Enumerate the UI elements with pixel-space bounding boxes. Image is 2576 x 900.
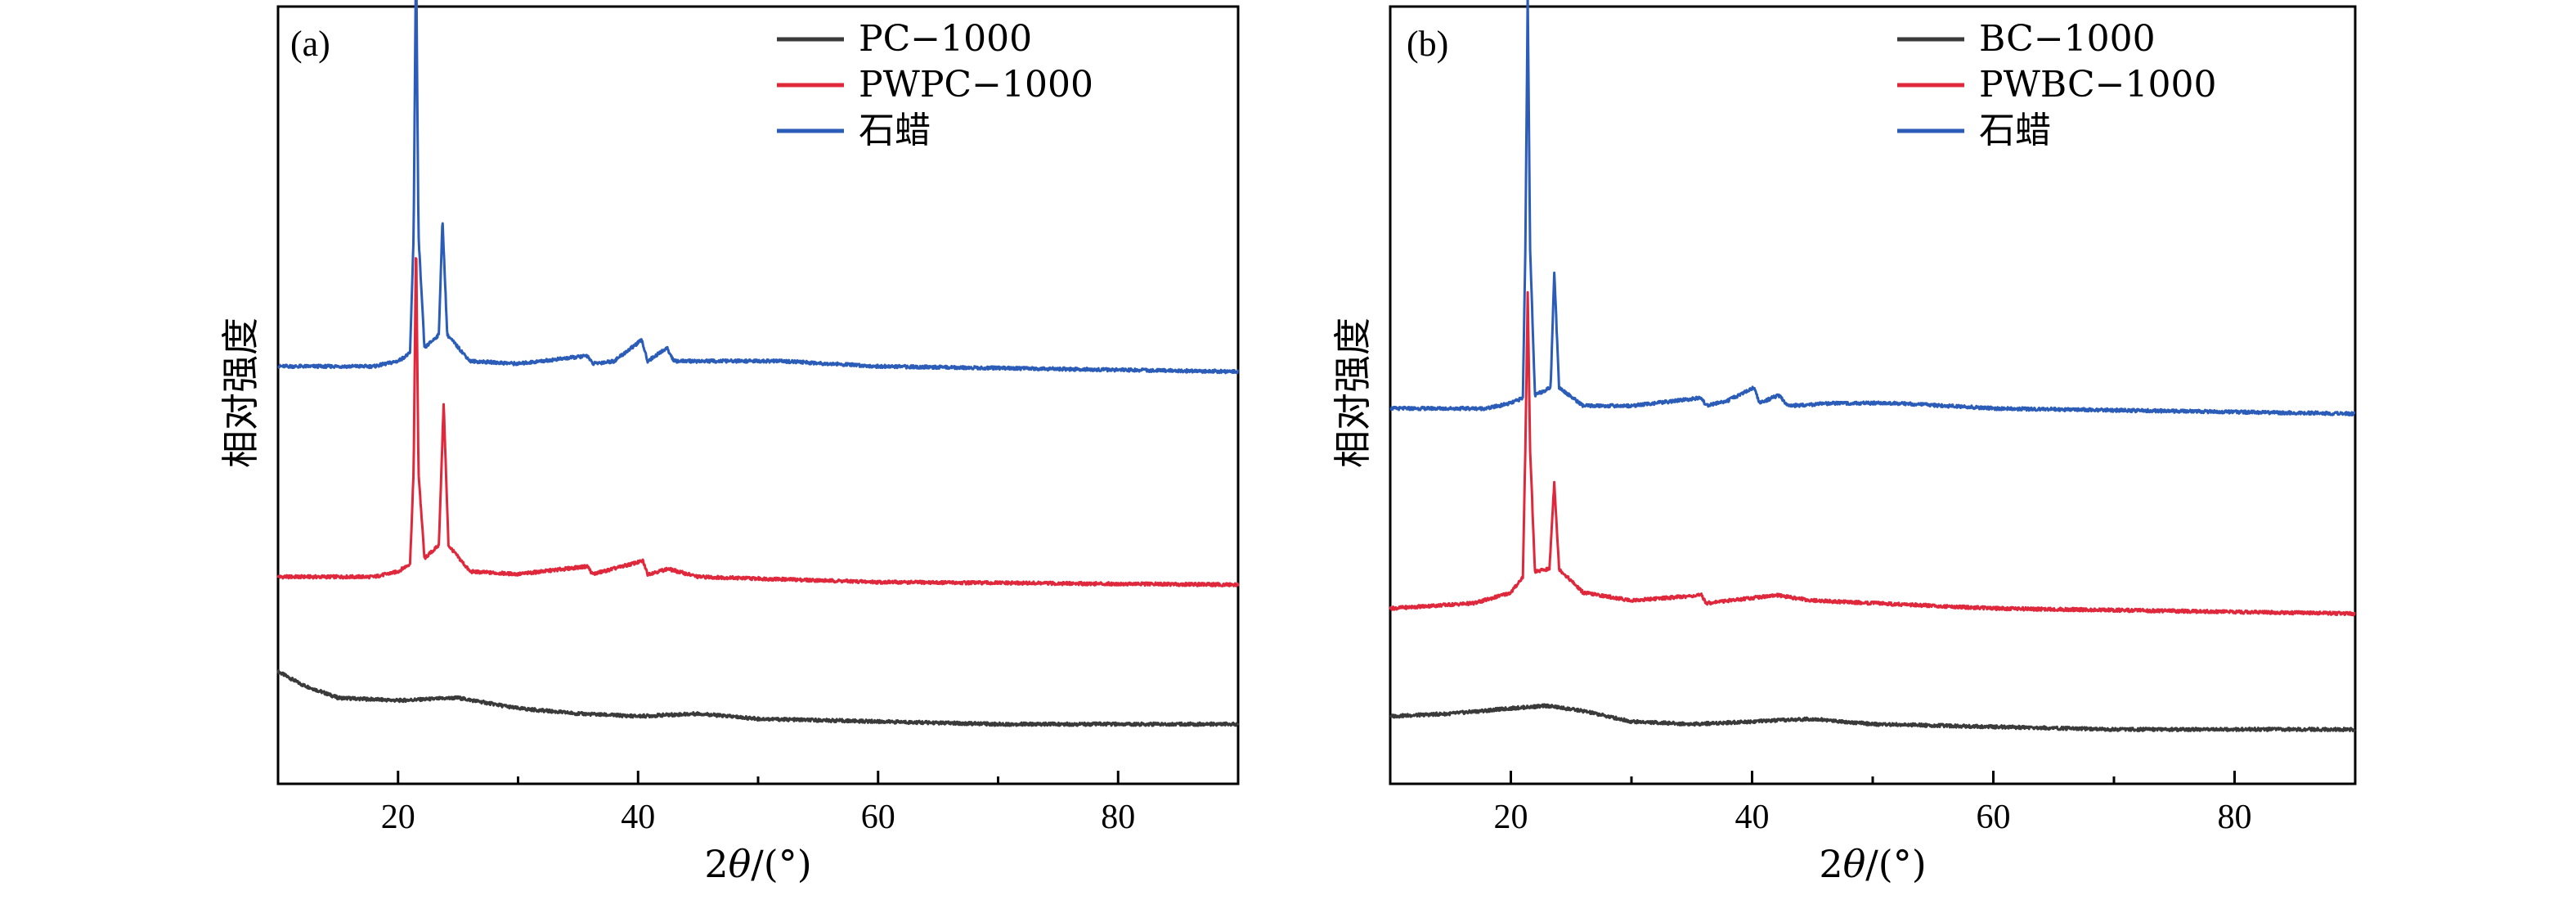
panel-b-legend-label-0: BC−1000 — [1979, 18, 2156, 60]
panel-b: (b) 相对强度 2θ/(°) 20 40 60 80 BC−1000PWBC−100… — [1331, 0, 2357, 886]
panel-b-xlabel-prefix: 2 — [1819, 842, 1842, 886]
panel-a-xlabel-prefix: 2 — [704, 842, 728, 886]
panel-a-series — [276, 0, 1240, 727]
panel-a-legend-label-1: PWPC−1000 — [859, 64, 1093, 106]
panel-a-legend-label-2: 石蜡 — [859, 110, 931, 151]
panel-b-ylabel: 相对强度 — [1331, 317, 1375, 468]
panel-a-xtick-label-20: 20 — [381, 799, 415, 836]
panel-a-ylabel: 相对强度 — [218, 317, 263, 468]
panel-a-axes-frame — [276, 5, 1240, 785]
panel-a: (a) 相对强度 2θ/(°) 20 40 60 80 PC−1000PWPC−100… — [218, 0, 1240, 886]
panel-b-series-2 — [1389, 0, 2356, 416]
panel-a-xlabel-theta: θ — [729, 842, 752, 886]
panel-a-series-1 — [276, 257, 1240, 587]
panel-b-xtick-label-20: 20 — [1494, 799, 1528, 836]
panel-b-xtick-label-40: 40 — [1735, 799, 1770, 836]
panel-a-label: (a) — [290, 24, 330, 64]
panel-b-series-0 — [1389, 703, 2356, 732]
panel-a-xtick-label-60: 60 — [861, 799, 895, 836]
panel-b-ticks: 20 40 60 80 — [1494, 771, 2252, 836]
panel-b-legend-label-2: 石蜡 — [1979, 110, 2051, 151]
panel-a-xlabel-suffix: /(°) — [751, 842, 811, 886]
panel-b-xtick-label-60: 60 — [1977, 799, 2011, 836]
panel-b-legend-label-1: PWBC−1000 — [1979, 64, 2217, 106]
panel-b-series-1 — [1389, 290, 2356, 617]
panel-a-xlabel: 2θ/(°) — [704, 842, 811, 886]
panel-b-xtick-label-80: 80 — [2218, 799, 2252, 836]
panel-b-xlabel-suffix: /(°) — [1865, 842, 1926, 886]
panel-a-series-2 — [277, 0, 1239, 375]
panel-a-series-0 — [276, 669, 1240, 727]
panel-a-ticks: 20 40 60 80 — [381, 771, 1135, 836]
panel-b-series — [1389, 0, 2356, 732]
panel-b-xlabel: 2θ/(°) — [1819, 842, 1926, 886]
panel-a-xtick-label-40: 40 — [621, 799, 655, 836]
panel-a-xtick-label-80: 80 — [1101, 799, 1135, 836]
panel-b-label: (b) — [1407, 24, 1448, 64]
panel-b-xlabel-theta: θ — [1843, 842, 1866, 886]
panel-a-legend-label-0: PC−1000 — [859, 18, 1032, 60]
